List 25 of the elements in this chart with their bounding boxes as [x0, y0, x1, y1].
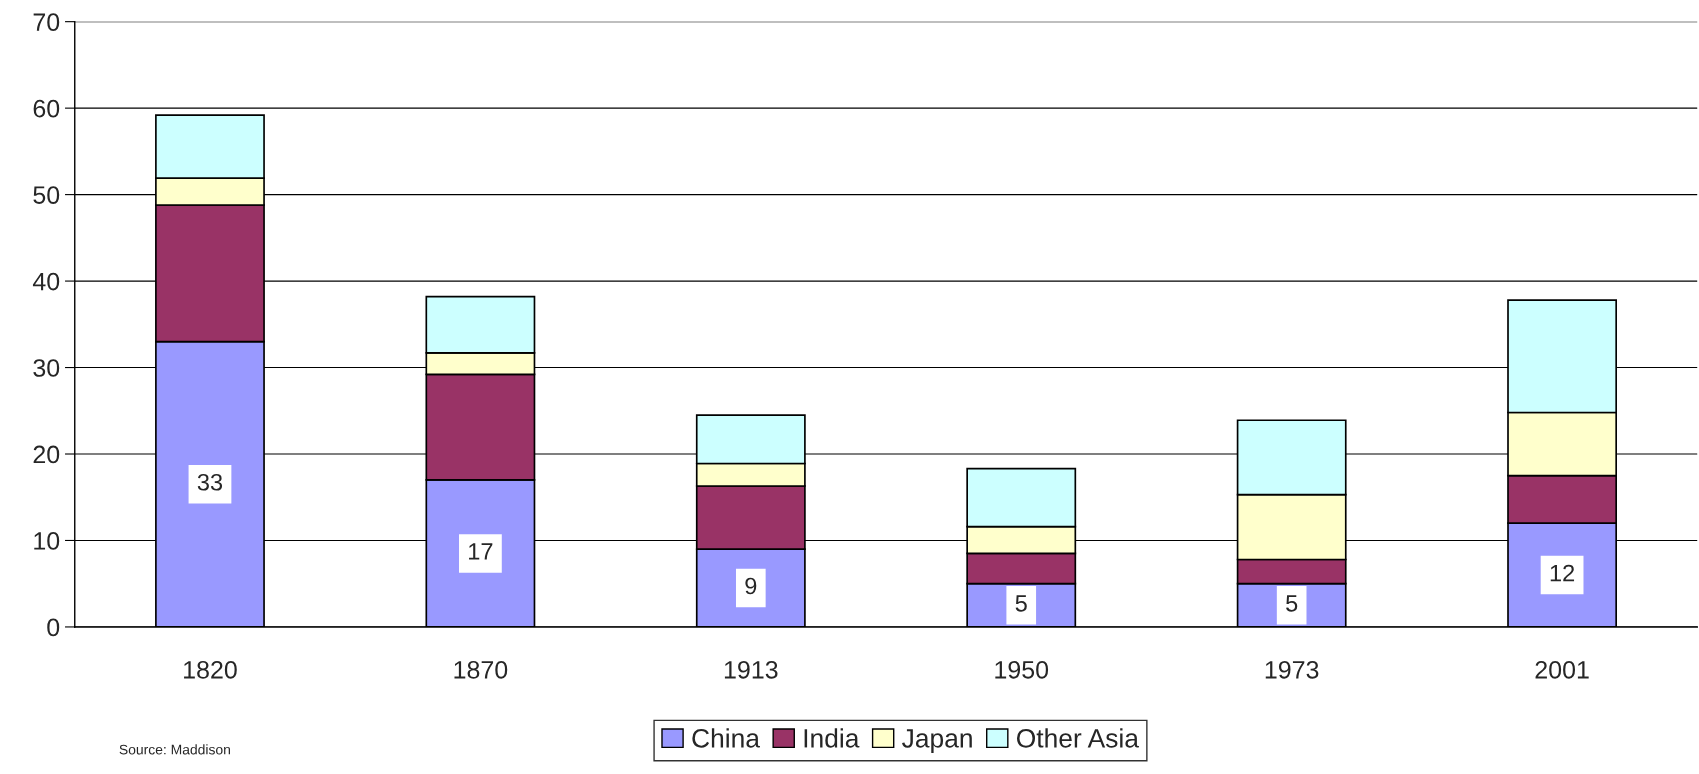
y-tick-label: 20 — [33, 445, 60, 464]
x-tick-label: 1870 — [454, 660, 508, 679]
legend-label: Japan — [902, 729, 972, 753]
y-tick-label: 60 — [33, 99, 60, 118]
source-note: Source: Maddison — [119, 744, 230, 755]
legend-label: China — [692, 728, 760, 748]
data-label: 17 — [469, 543, 493, 560]
y-tick-label: 30 — [33, 359, 60, 377]
y-tick-label: 50 — [33, 186, 60, 204]
legend-label: India — [804, 728, 860, 748]
x-tick-label: 1973 — [1265, 660, 1319, 679]
x-tick-label: 1913 — [724, 660, 778, 679]
y-tick-label: 0 — [47, 618, 60, 637]
y-tick-label: 70 — [33, 13, 60, 31]
y-tick-label: 40 — [32, 272, 60, 291]
x-tick-label: 2001 — [1535, 660, 1589, 679]
x-tick-label: 1950 — [995, 660, 1049, 679]
x-tick-label: 1820 — [184, 660, 237, 679]
y-tick-label: 10 — [34, 532, 60, 550]
data-label: 5 — [1286, 595, 1298, 612]
data-label: 9 — [745, 577, 757, 595]
data-label: 33 — [197, 473, 223, 491]
data-label: 5 — [1015, 595, 1027, 612]
legend-label: Other Asia — [1016, 728, 1139, 748]
data-label: 12 — [1550, 564, 1575, 582]
